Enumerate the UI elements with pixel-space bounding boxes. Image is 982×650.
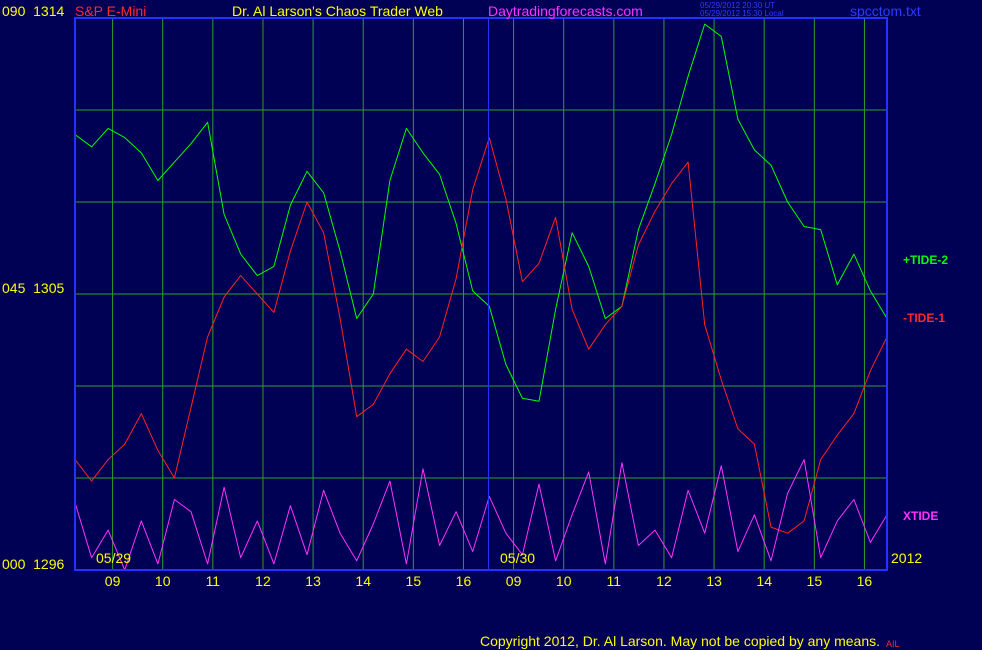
x-hour-label: 13 (706, 573, 722, 589)
x-hour-label: 14 (756, 573, 772, 589)
page-title: Dr. Al Larson's Chaos Trader Web (232, 3, 443, 19)
series-line-tide2 (74, 23, 888, 402)
x-hour-label: 11 (607, 573, 622, 589)
y-label-mid: 045 1305 (2, 280, 64, 296)
legend-tide2: +TIDE-2 (903, 253, 949, 267)
x-hour-label: 09 (105, 573, 121, 589)
y-osc-label-top: 090 (2, 3, 26, 19)
year-label: 2012 (891, 550, 923, 566)
series-line-tide1 (74, 137, 888, 534)
date-label-day2: 05/30 (500, 550, 536, 566)
x-hour-label: 16 (857, 573, 873, 589)
x-hour-label: 16 (456, 573, 472, 589)
hour-labels: 09 10 11 12 13 14 15 16 09 10 11 12 13 14 15 16 (105, 573, 873, 589)
date-label-day1: 05/29 (96, 550, 132, 566)
y-osc-label-mid: 045 (2, 280, 26, 296)
stamp-ut: 05/29/2012 20:30 UT (700, 1, 776, 10)
series-line-xtide (74, 459, 888, 571)
site-label: Daytradingforecasts.com (488, 3, 643, 19)
x-hour-label: 15 (807, 573, 823, 589)
x-hour-label: 12 (656, 573, 672, 589)
x-hour-label: 14 (355, 573, 371, 589)
series-lines (74, 23, 888, 571)
stamp-local: 05/29/2012 15:30 Local (700, 9, 784, 18)
grid-lines (75, 18, 887, 570)
y-label-bottom: 000 1296 (2, 556, 64, 572)
x-hour-label: 12 (255, 573, 271, 589)
y-price-label-mid: 1305 (33, 280, 65, 296)
x-hour-label: 15 (406, 573, 422, 589)
file-label: spcctom.txt (850, 3, 921, 19)
x-hour-label: 10 (155, 573, 171, 589)
legend-tide1: -TIDE-1 (903, 311, 945, 325)
plot-frame (74, 17, 888, 571)
x-hour-label: 09 (506, 573, 522, 589)
y-price-label-bottom: 1296 (33, 556, 65, 572)
copyright: Copyright 2012, Dr. Al Larson. May not b… (480, 633, 881, 649)
legend-xtide: XTIDE (903, 509, 939, 523)
y-osc-label-bottom: 000 (2, 556, 26, 572)
ai-mark: AIL (886, 639, 900, 649)
x-hour-label: 11 (206, 573, 221, 589)
x-hour-label: 13 (305, 573, 321, 589)
symbol-label: S&P E-Mini (75, 3, 147, 19)
y-price-label-top: 1314 (33, 3, 65, 19)
x-hour-label: 10 (556, 573, 572, 589)
y-label-top: 090 1314 (2, 3, 64, 19)
